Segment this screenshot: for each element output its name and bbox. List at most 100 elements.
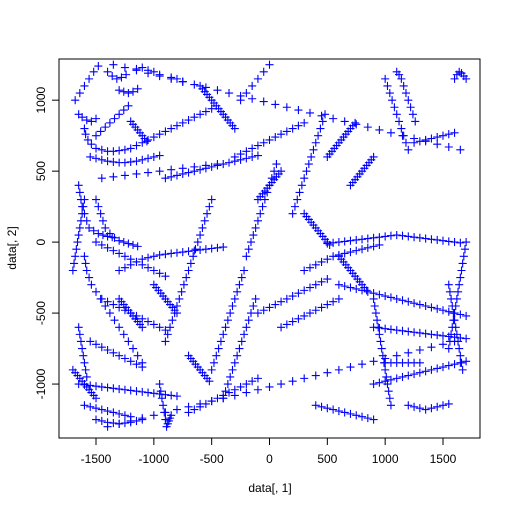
data-point — [80, 195, 89, 204]
data-point — [242, 89, 251, 98]
data-point — [290, 202, 299, 211]
data-point — [172, 405, 182, 414]
data-point — [398, 296, 407, 305]
data-point — [415, 328, 424, 338]
data-point — [385, 394, 394, 403]
y-tick-label: -1000 — [34, 368, 48, 399]
data-point — [109, 348, 118, 357]
data-point — [230, 152, 239, 161]
data-point — [277, 167, 286, 176]
data-point — [190, 246, 199, 255]
x-tick-label: -500 — [200, 452, 224, 466]
x-tick-label: 1500 — [430, 452, 457, 466]
data-point — [294, 121, 303, 130]
data-point — [78, 113, 87, 122]
data-point — [433, 364, 442, 373]
x-tick-label: 1000 — [372, 452, 399, 466]
data-point — [259, 97, 268, 106]
data-point — [288, 292, 297, 301]
data-point — [219, 394, 228, 403]
data-point — [242, 380, 251, 389]
data-point — [97, 416, 106, 426]
data-point — [369, 357, 378, 366]
data-point — [460, 245, 470, 254]
data-point — [223, 316, 232, 325]
data-point — [265, 303, 274, 312]
data-point — [295, 188, 304, 197]
data-point — [97, 405, 106, 414]
data-point — [207, 244, 216, 253]
data-point — [375, 330, 384, 339]
data-point — [410, 134, 419, 143]
data-point — [79, 202, 88, 211]
data-point — [352, 235, 361, 245]
data-point — [242, 323, 251, 332]
data-point — [352, 246, 361, 255]
data-point — [85, 223, 94, 232]
data-point — [383, 81, 392, 91]
data-point — [149, 389, 158, 398]
data-point — [363, 414, 372, 423]
data-point — [155, 151, 164, 160]
data-point — [282, 320, 291, 329]
data-point — [149, 252, 158, 261]
data-point — [311, 280, 320, 289]
data-point — [120, 411, 129, 420]
data-point — [256, 209, 265, 218]
data-point — [144, 154, 153, 163]
data-point — [89, 226, 98, 235]
data-point — [288, 124, 297, 133]
data-point — [383, 380, 392, 389]
data-point — [190, 405, 199, 414]
data-point — [375, 378, 384, 387]
data-point — [91, 114, 101, 123]
data-point — [433, 235, 442, 245]
data-point — [91, 287, 101, 296]
data-point — [323, 300, 332, 309]
data-point — [392, 374, 401, 383]
data-point — [457, 358, 466, 367]
data-point — [91, 415, 101, 424]
data-point — [323, 255, 332, 264]
data-point — [253, 141, 262, 150]
y-tick-label: -500 — [34, 301, 48, 325]
data-point — [334, 238, 343, 247]
data-point — [317, 257, 326, 267]
data-point — [193, 238, 202, 247]
data-point — [126, 144, 135, 153]
data-point — [178, 169, 187, 179]
data-point — [219, 243, 228, 252]
data-point — [122, 70, 131, 79]
data-point — [444, 280, 453, 289]
data-point — [320, 110, 330, 119]
data-point — [438, 306, 448, 315]
data-point — [300, 118, 309, 127]
data-point — [248, 152, 257, 161]
data-point — [161, 390, 170, 399]
data-point — [233, 287, 242, 296]
data-point — [87, 117, 96, 126]
data-point — [444, 130, 453, 139]
data-point — [105, 229, 114, 238]
data-point — [149, 133, 158, 142]
data-point — [386, 128, 395, 137]
data-point — [259, 138, 268, 147]
data-point — [271, 100, 280, 109]
data-point — [346, 283, 355, 292]
data-point — [216, 337, 225, 346]
data-point — [124, 239, 133, 248]
data-point — [80, 124, 89, 133]
data-point — [375, 290, 384, 299]
data-point — [120, 145, 129, 154]
data-point — [265, 135, 274, 144]
data-point — [115, 110, 124, 119]
x-tick-label: 0 — [266, 452, 273, 466]
data-point — [373, 316, 382, 325]
data-point — [352, 411, 361, 420]
data-point — [78, 344, 87, 353]
data-point — [108, 71, 117, 81]
data-point — [246, 309, 256, 318]
data-point — [346, 362, 355, 372]
data-point — [73, 238, 82, 247]
data-point — [248, 81, 257, 91]
